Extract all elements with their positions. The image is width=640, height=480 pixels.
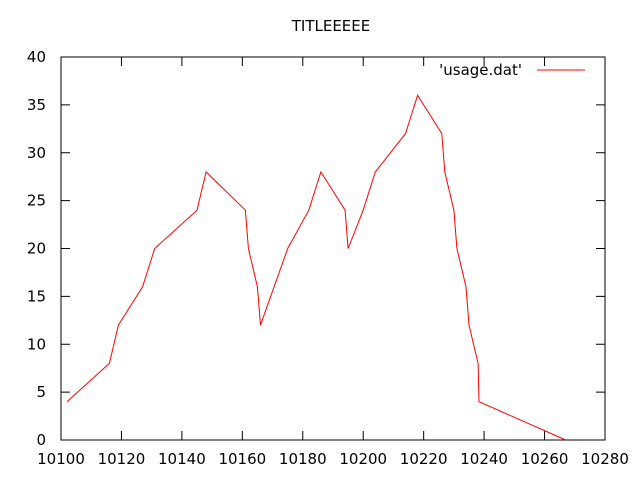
x-axis: 10100 10120 10140 10160 10180 10200 10220 10240… [37, 57, 629, 468]
legend-label: 'usage.dat' [439, 61, 522, 79]
y-tick-label: 40 [27, 48, 46, 66]
x-tick-label: 10260 [521, 450, 569, 468]
x-tick-label: 10120 [98, 450, 146, 468]
y-axis: 0 5 10 15 20 25 30 35 40 [27, 48, 605, 449]
y-tick-label: 35 [27, 96, 46, 114]
x-tick-label: 10240 [460, 450, 508, 468]
x-tick-label: 10180 [279, 450, 327, 468]
x-tick-label: 10280 [581, 450, 629, 468]
x-tick-label: 10100 [37, 450, 85, 468]
y-tick-label: 30 [27, 144, 46, 162]
plot-frame [60, 56, 606, 441]
x-tick-label: 10160 [218, 450, 266, 468]
series-line [66, 94, 566, 441]
y-tick-label: 25 [27, 192, 46, 210]
y-tick-label: 20 [27, 240, 46, 258]
y-tick-label: 10 [27, 335, 46, 353]
y-tick-label: 5 [36, 383, 46, 401]
y-tick-label: 15 [27, 287, 46, 305]
x-tick-label: 10140 [158, 450, 206, 468]
x-tick-label: 10200 [339, 450, 387, 468]
series-layer [66, 94, 566, 441]
legend: 'usage.dat' [439, 61, 585, 79]
chart-title: TITLEEEEE [291, 17, 371, 35]
y-tick-label: 0 [36, 431, 46, 449]
x-tick-label: 10220 [400, 450, 448, 468]
